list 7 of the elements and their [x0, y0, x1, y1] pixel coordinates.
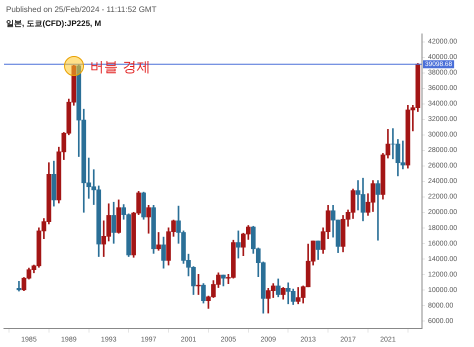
annotation: 버블 경제 [90, 59, 150, 76]
text: Published on 25/Feb/2024 - 11:11:52 GMT [6, 5, 157, 14]
candlestick [156, 232, 161, 251]
chart-title: 일본, 도쿄(CFD):JP225, M [6, 19, 102, 28]
candlestick [16, 280, 22, 292]
candlestick [376, 180, 380, 241]
candlestick [196, 274, 201, 295]
